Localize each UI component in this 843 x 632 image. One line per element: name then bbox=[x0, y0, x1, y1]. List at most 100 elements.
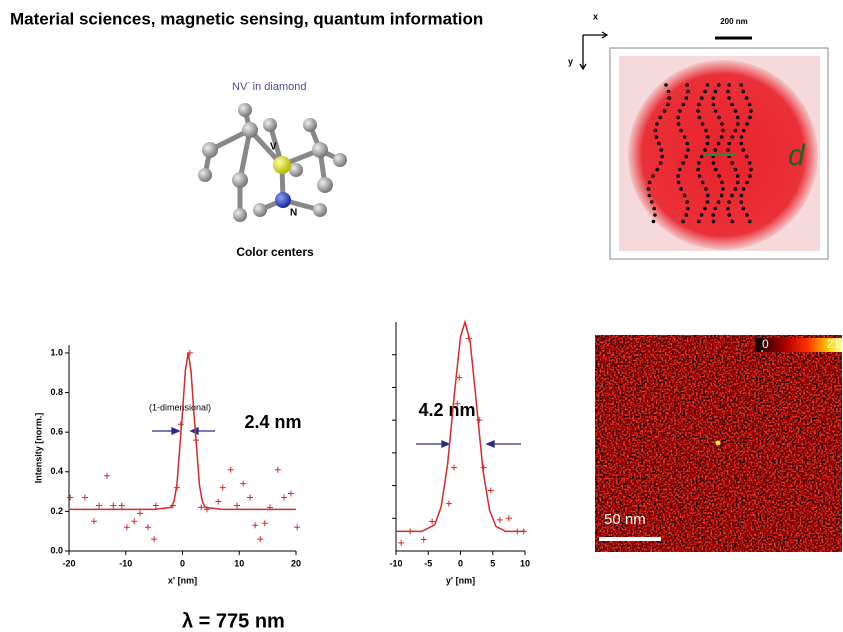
data-point bbox=[454, 400, 461, 407]
tracking-dot bbox=[741, 128, 746, 133]
tracking-dot bbox=[739, 83, 744, 87]
tracking-dot bbox=[735, 174, 740, 178]
axes-icon bbox=[579, 31, 609, 71]
tracking-dot bbox=[713, 89, 718, 94]
x-tick-label: 10 bbox=[234, 558, 244, 568]
y-tick-label: 0.4 bbox=[50, 466, 63, 476]
tracking-dot bbox=[686, 89, 690, 94]
tracking-dot bbox=[704, 187, 708, 191]
tracking-dot bbox=[667, 96, 672, 100]
x-tick-label: 0 bbox=[458, 558, 463, 568]
colorbar bbox=[755, 338, 842, 352]
tracking-dot bbox=[697, 219, 701, 224]
tracking-dot bbox=[697, 161, 701, 165]
data-point bbox=[219, 484, 226, 491]
tracking-dot bbox=[649, 200, 654, 204]
tracking-dot bbox=[699, 96, 704, 100]
tracking-dot bbox=[664, 83, 668, 87]
data-point bbox=[480, 464, 487, 471]
data-point bbox=[81, 494, 88, 501]
data-point bbox=[151, 536, 158, 543]
tracking-dot bbox=[647, 180, 652, 185]
tracking-dot bbox=[651, 174, 655, 178]
tracking-dot bbox=[747, 102, 752, 107]
tracking-dot bbox=[676, 174, 680, 178]
x-tick-label: 0 bbox=[180, 558, 185, 568]
tracking-dot bbox=[716, 141, 721, 146]
tracking-dot bbox=[658, 161, 663, 165]
tracking-dot bbox=[716, 83, 721, 87]
tracking-dot bbox=[711, 96, 716, 100]
tracking-dot bbox=[662, 109, 667, 113]
x-tick-label: -5 bbox=[424, 558, 432, 568]
tracking-dot bbox=[705, 83, 710, 87]
molecule-atoms bbox=[198, 103, 347, 222]
tracking-dot bbox=[653, 213, 657, 217]
data-point bbox=[257, 536, 264, 543]
tracking-dot bbox=[747, 161, 752, 165]
tracking-dot bbox=[676, 122, 681, 126]
x-tick-label: -20 bbox=[62, 558, 75, 568]
data-point bbox=[274, 466, 281, 473]
data-point bbox=[420, 536, 427, 543]
fit-line bbox=[396, 319, 525, 533]
tracking-dot bbox=[666, 102, 670, 107]
tracking-dot bbox=[705, 200, 710, 204]
tracking-dot bbox=[666, 89, 671, 94]
tracking-dot bbox=[654, 135, 659, 139]
tracking-dot bbox=[721, 187, 725, 191]
data-point bbox=[118, 502, 125, 509]
tracking-dot bbox=[727, 96, 731, 100]
tracking-path bbox=[646, 83, 753, 224]
tracking-dot bbox=[696, 167, 700, 172]
tracking-dot bbox=[704, 128, 708, 133]
data-point bbox=[144, 524, 151, 531]
molecule-caption: NV- in diamond bbox=[232, 80, 307, 93]
tracking-dot bbox=[711, 213, 715, 217]
data-point bbox=[240, 480, 247, 487]
annotation: (1-dimensional) bbox=[149, 402, 211, 412]
x-axis-label: x' [nm] bbox=[168, 575, 197, 585]
scale-bar-label: 200 nm bbox=[720, 17, 748, 26]
tracking-dot bbox=[733, 167, 738, 172]
tracking-dot bbox=[739, 193, 744, 198]
slide-title: Material sciences, magnetic sensing, qua… bbox=[10, 9, 483, 28]
tracking-dot bbox=[727, 213, 732, 217]
tracking-dot bbox=[703, 206, 707, 211]
data-point bbox=[429, 518, 436, 525]
tracking-dot bbox=[735, 180, 740, 185]
data-point bbox=[252, 522, 259, 529]
data-point bbox=[104, 472, 111, 479]
tracking-dot bbox=[735, 122, 740, 126]
data-point bbox=[67, 494, 74, 501]
tracking-dot bbox=[741, 89, 746, 94]
tracking-dot bbox=[684, 154, 689, 159]
tracking-dot bbox=[660, 154, 664, 159]
tracking-dot bbox=[730, 161, 734, 165]
tracking-dot bbox=[733, 128, 738, 133]
tracking-dot bbox=[727, 200, 731, 204]
distance-symbol: d bbox=[788, 139, 806, 172]
tracking-dot bbox=[735, 115, 740, 120]
colorbar-label: 0 bbox=[762, 337, 769, 351]
tracking-dot bbox=[717, 115, 721, 120]
tracking-dot bbox=[686, 206, 690, 211]
tracking-dot bbox=[747, 219, 752, 224]
y-tick-label: 0.2 bbox=[50, 506, 63, 516]
tracking-dot bbox=[713, 109, 718, 113]
x-tick-label: 20 bbox=[291, 558, 301, 568]
tracking-dot bbox=[713, 148, 718, 152]
tracking-dot bbox=[681, 219, 685, 224]
tracking-dot bbox=[719, 193, 724, 198]
tracking-dot bbox=[711, 219, 716, 224]
tracking-dot bbox=[739, 200, 744, 204]
data-point bbox=[198, 504, 205, 511]
data-point bbox=[90, 518, 97, 525]
tracking-dot bbox=[733, 187, 738, 191]
tracking-dot bbox=[730, 219, 735, 224]
tracking-dot bbox=[730, 193, 734, 198]
tracking-dot bbox=[679, 128, 683, 133]
tracking-dot bbox=[655, 122, 659, 126]
